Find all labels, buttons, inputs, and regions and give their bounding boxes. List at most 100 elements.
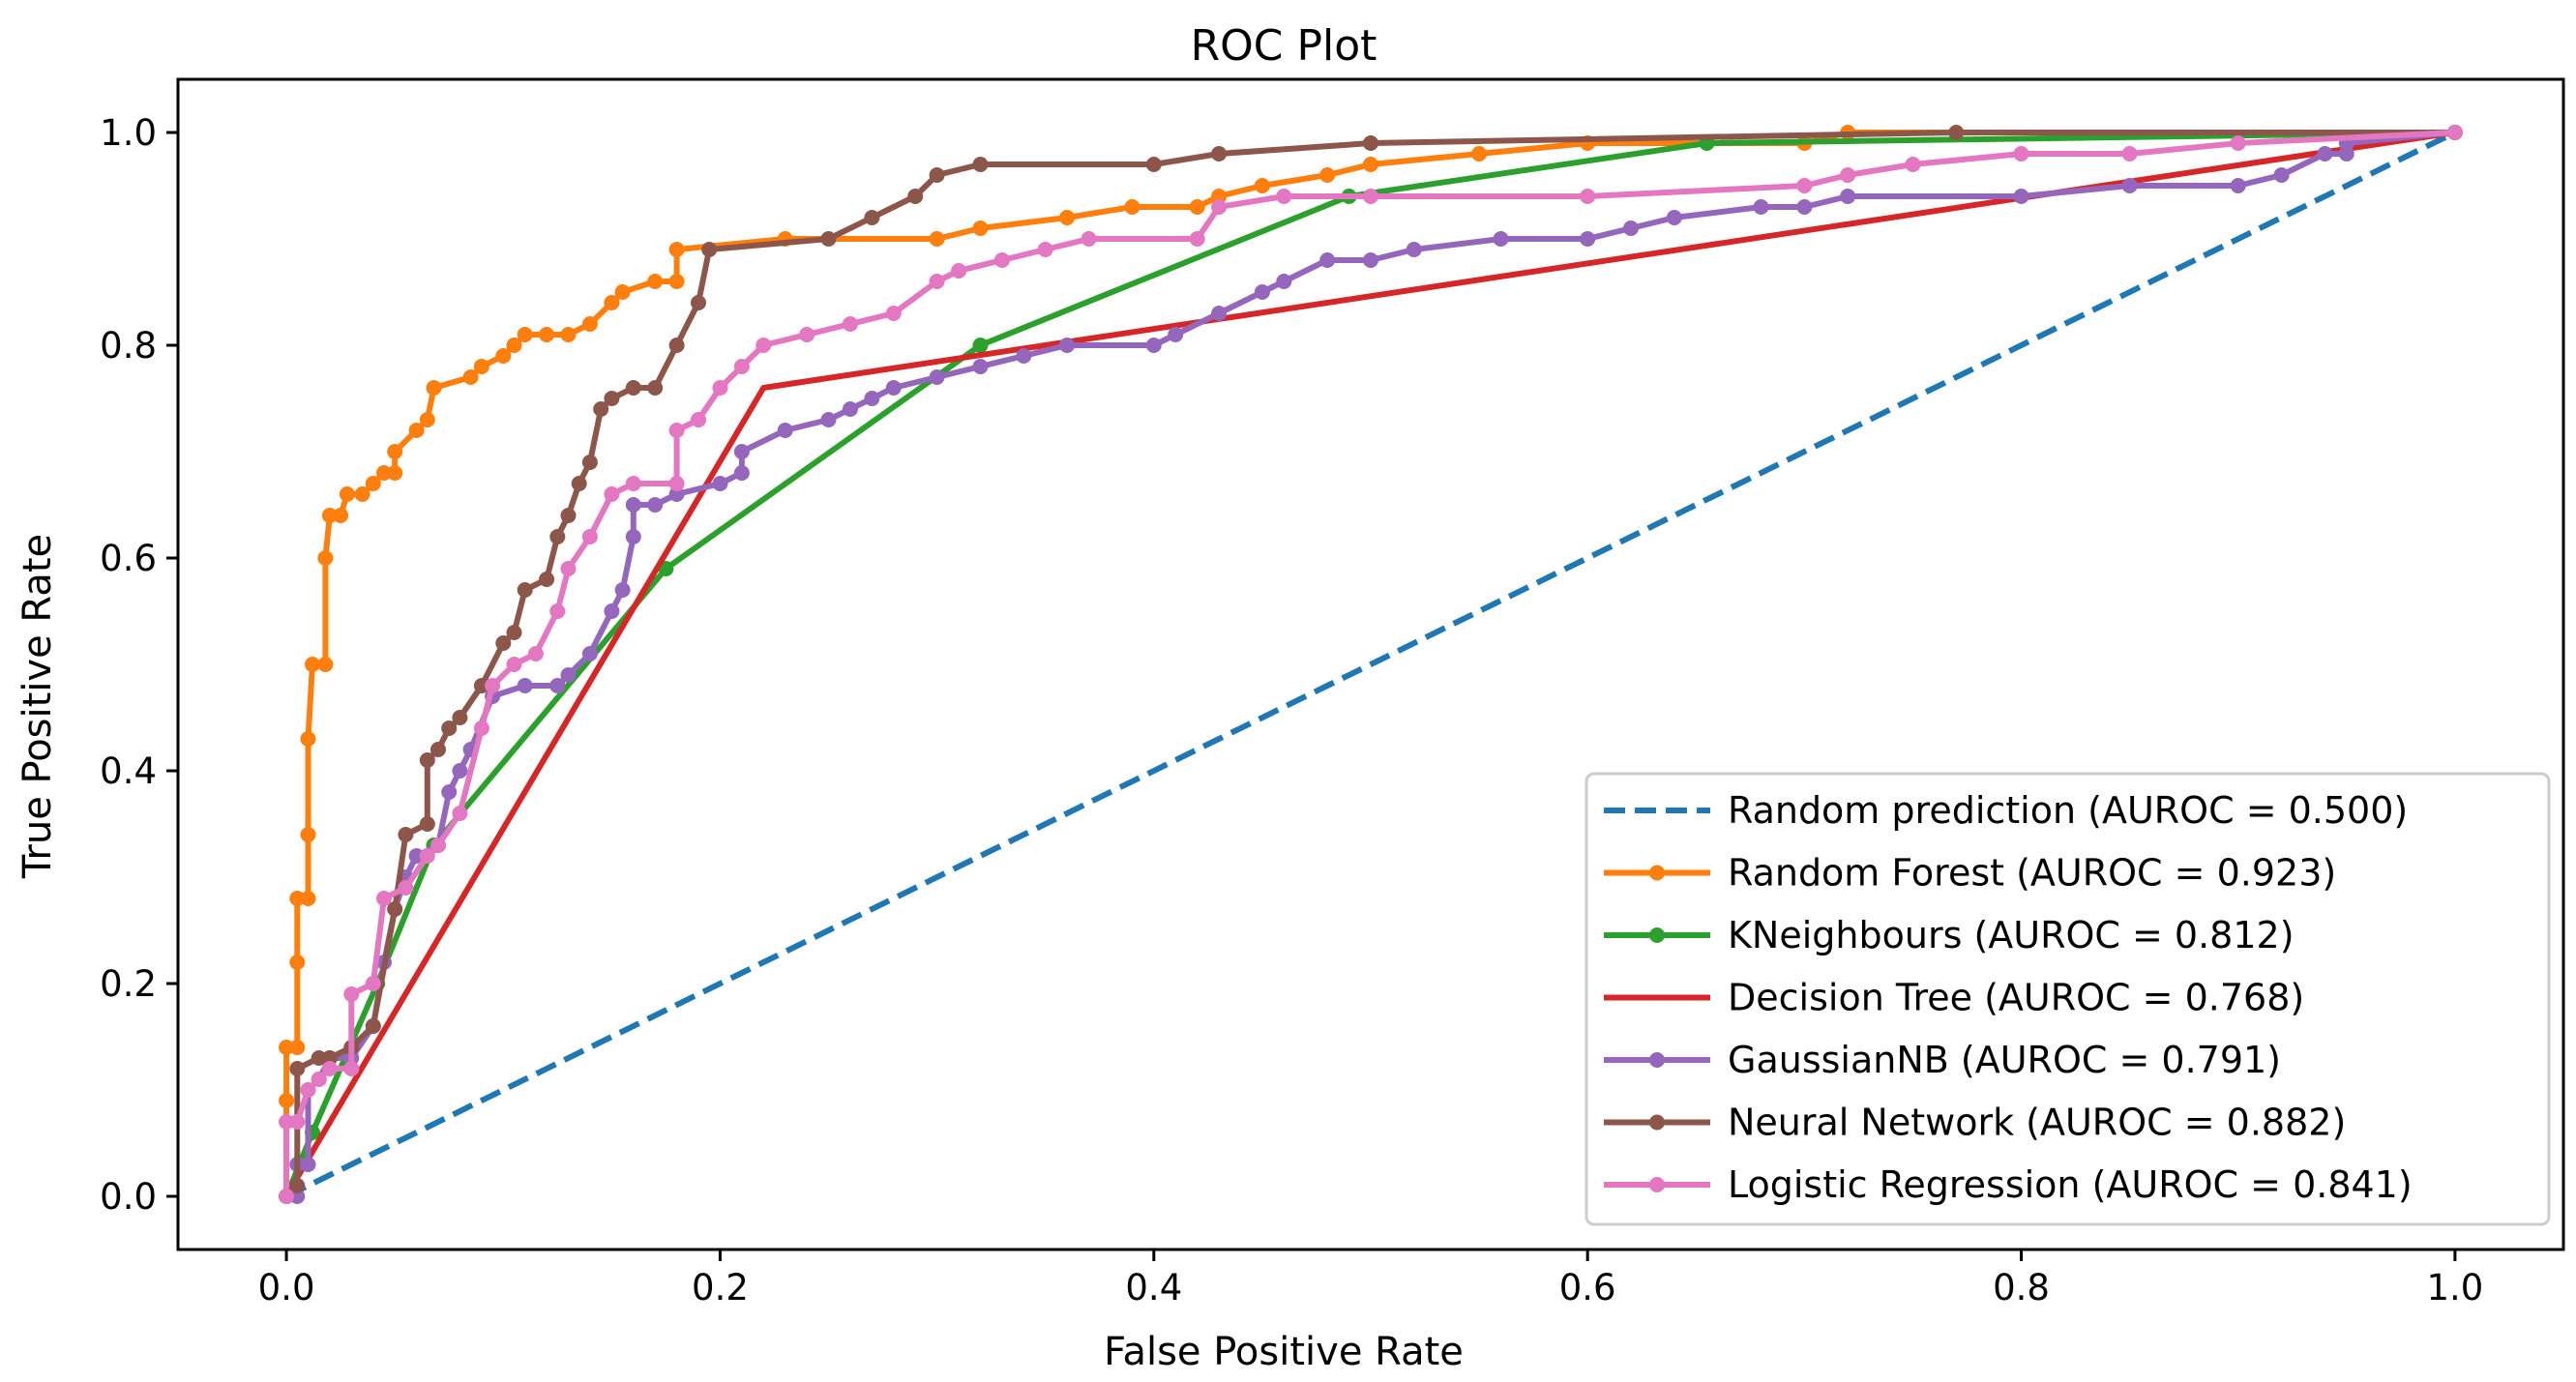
data-point <box>647 497 664 513</box>
data-point <box>300 827 316 842</box>
data-point <box>1211 199 1228 215</box>
data-point <box>712 380 728 396</box>
data-point <box>993 252 1010 268</box>
data-point <box>625 529 641 544</box>
data-point <box>289 1061 306 1076</box>
data-point <box>1580 189 1596 204</box>
data-point <box>668 242 685 257</box>
axes: 0.0 0.2 0.4 0.6 0.8 1.0 0.0 0.2 0.4 0.6 0.8 1.0 <box>100 77 2565 1308</box>
data-point <box>279 1114 295 1130</box>
legend-marker <box>1649 927 1665 943</box>
data-point <box>929 231 945 247</box>
data-point <box>495 635 512 651</box>
data-point <box>321 1061 338 1076</box>
data-point <box>1211 189 1228 204</box>
data-point <box>1580 231 1596 247</box>
data-point <box>441 720 458 736</box>
data-point <box>321 508 338 523</box>
data-point <box>1081 231 1097 247</box>
chart-title: ROC Plot <box>1191 21 1377 71</box>
data-point <box>2013 189 2029 204</box>
data-point <box>441 784 458 800</box>
legend-label: Random Forest (AUROC = 0.923) <box>1728 852 2336 895</box>
data-point <box>733 359 750 374</box>
data-point <box>289 1114 306 1130</box>
data-point <box>452 763 468 779</box>
data-point <box>820 412 837 427</box>
data-point <box>289 1040 306 1055</box>
data-point <box>1189 231 1205 247</box>
legend-box <box>1584 772 2551 1226</box>
data-point <box>473 359 489 374</box>
data-point <box>614 284 631 300</box>
data-point <box>799 327 815 342</box>
data-point <box>343 1061 360 1076</box>
data-point <box>972 359 989 374</box>
data-point <box>354 486 370 502</box>
data-point <box>2338 146 2354 162</box>
data-point <box>668 476 685 491</box>
data-point <box>289 891 306 906</box>
data-point <box>462 369 479 385</box>
data-point <box>1037 242 1053 257</box>
data-point <box>2230 178 2246 193</box>
data-point <box>1948 125 1965 140</box>
data-point <box>668 486 685 502</box>
series-line <box>284 130 2457 1199</box>
data-point <box>864 210 880 225</box>
data-point <box>972 338 989 353</box>
data-point <box>1211 306 1228 321</box>
data-point <box>300 891 316 906</box>
y-tick-label: 0.0 <box>100 1176 157 1218</box>
data-point <box>289 955 306 970</box>
data-point <box>539 572 555 587</box>
legend-entry: KNeighbours (AUROC = 0.812) <box>1604 914 2295 956</box>
y-tick-label: 0.2 <box>100 963 157 1005</box>
data-point <box>317 657 334 672</box>
data-point <box>1059 338 1076 353</box>
data-point <box>1276 274 1292 289</box>
x-axis-label: False Positive Rate <box>1104 1330 1464 1374</box>
legend-entry: GaussianNB (AUROC = 0.791) <box>1604 1039 2281 1081</box>
legend-entry: Random Forest (AUROC = 0.923) <box>1604 852 2336 895</box>
data-point <box>549 678 566 693</box>
plot-frame <box>176 77 2565 1251</box>
data-point <box>430 742 446 757</box>
data-point <box>408 848 425 864</box>
data-point <box>733 444 750 459</box>
y-tick-label: 0.4 <box>100 750 157 792</box>
data-point <box>1796 178 1813 193</box>
data-point <box>549 529 566 544</box>
data-point <box>691 295 706 310</box>
data-point <box>506 625 522 640</box>
data-point <box>581 455 598 470</box>
y-tick-label: 0.8 <box>100 325 157 367</box>
data-point <box>1276 189 1292 204</box>
data-point <box>1623 221 1639 236</box>
data-point <box>1145 157 1162 172</box>
data-point <box>539 327 555 342</box>
data-point <box>604 391 620 406</box>
data-point <box>1254 178 1270 193</box>
data-point <box>549 603 566 619</box>
data-point <box>387 444 403 459</box>
data-point <box>2121 178 2138 193</box>
data-point <box>2013 146 2029 162</box>
data-point <box>2273 167 2290 183</box>
data-point <box>317 550 334 566</box>
data-point <box>647 380 664 396</box>
data-point <box>972 221 989 236</box>
data-point <box>951 263 967 279</box>
data-point <box>1363 252 1378 268</box>
data-point <box>398 880 414 896</box>
data-point <box>321 1050 338 1066</box>
data-point <box>625 380 641 396</box>
legend-entry: Neural Network (AUROC = 0.882) <box>1604 1102 2346 1144</box>
legend: Random prediction (AUROC = 0.500) Random … <box>1584 772 2551 1226</box>
data-point <box>419 752 435 768</box>
series-line <box>283 130 2455 1199</box>
data-point <box>777 423 793 438</box>
data-point <box>560 561 577 576</box>
data-point <box>506 338 522 353</box>
data-point <box>430 838 446 853</box>
